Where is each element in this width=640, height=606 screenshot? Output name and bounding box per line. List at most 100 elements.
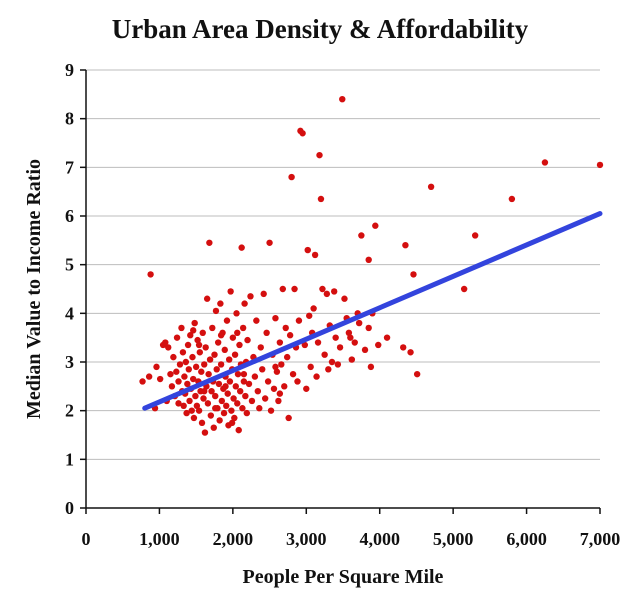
data-point [234, 370, 242, 378]
data-point [323, 290, 331, 298]
data-point [226, 378, 234, 385]
data-point [383, 334, 391, 341]
data-point [186, 397, 193, 405]
data-point [243, 409, 251, 417]
data-point [247, 293, 254, 300]
data-point [181, 373, 188, 380]
data-point [238, 244, 245, 251]
data-point [229, 334, 237, 341]
data-point [212, 405, 219, 412]
data-point [278, 361, 285, 368]
data-point [179, 349, 187, 356]
y-tick-label: 3 [65, 352, 74, 372]
data-point [178, 324, 185, 332]
data-point [162, 339, 169, 346]
data-point [407, 349, 414, 356]
x-tick-label: 3,000 [286, 529, 327, 549]
data-point [211, 351, 218, 358]
data-point [272, 363, 279, 371]
data-point [264, 378, 272, 385]
data-point [240, 370, 248, 378]
data-point [188, 407, 195, 414]
data-point [195, 341, 203, 349]
data-point [261, 395, 269, 402]
data-point [234, 329, 241, 336]
data-point [358, 232, 365, 239]
data-point [245, 380, 253, 388]
data-point [291, 285, 298, 293]
data-point [281, 383, 288, 390]
data-point [182, 358, 190, 366]
data-point [225, 356, 233, 363]
gridlines [86, 69, 600, 460]
data-point [248, 397, 256, 405]
data-point [336, 344, 344, 351]
data-point [272, 315, 279, 322]
data-point [253, 317, 260, 324]
data-point [234, 400, 241, 407]
data-point [239, 405, 246, 412]
data-point [217, 332, 225, 339]
data-point [242, 392, 249, 400]
data-point [183, 409, 190, 417]
data-point [307, 363, 314, 371]
data-point [306, 312, 313, 319]
y-tick-label: 1 [65, 449, 74, 469]
x-tick-label: 5,000 [433, 529, 474, 549]
data-point [145, 373, 153, 380]
data-point [427, 183, 435, 190]
data-point [270, 385, 278, 392]
data-point [220, 409, 228, 417]
data-point [267, 407, 275, 414]
data-point [200, 395, 207, 402]
data-point [198, 368, 205, 375]
data-point [288, 173, 295, 181]
data-point [221, 346, 228, 354]
x-tick-label: 0 [82, 529, 91, 549]
data-point [266, 239, 273, 246]
x-tick-label: 1,000 [139, 529, 180, 549]
data-point [286, 332, 294, 339]
data-point [314, 339, 322, 346]
data-point [410, 271, 417, 278]
data-point [254, 388, 262, 395]
data-point [199, 329, 206, 336]
data-point [230, 395, 237, 402]
data-point [184, 380, 191, 388]
data-point [209, 324, 216, 332]
data-point [227, 288, 234, 295]
data-point [372, 222, 379, 229]
trend-line [142, 211, 603, 411]
data-point [208, 388, 215, 395]
data-point [222, 383, 229, 390]
data-point [285, 414, 292, 422]
data-point [210, 424, 217, 431]
data-point [275, 397, 282, 405]
data-point [207, 412, 215, 419]
x-tick-label: 7,000 [580, 529, 621, 549]
data-point [173, 334, 181, 341]
data-point [214, 339, 222, 346]
data-point [330, 288, 338, 295]
data-point [235, 426, 242, 434]
data-point [190, 375, 197, 383]
data-point [279, 285, 286, 293]
data-point [299, 130, 306, 137]
data-point [236, 341, 243, 349]
y-tick-label: 7 [65, 157, 74, 177]
data-point [192, 363, 200, 371]
data-point [400, 344, 407, 351]
data-point [187, 332, 194, 339]
data-point [282, 324, 289, 332]
data-point [244, 336, 251, 344]
data-point [212, 307, 220, 315]
data-point [332, 334, 339, 341]
data-point [228, 419, 236, 427]
data-point [201, 361, 208, 368]
data-point [231, 414, 238, 422]
data-point [215, 380, 223, 388]
x-axis-label: People Per Square Mile [243, 566, 444, 588]
data-points [139, 96, 604, 436]
data-point [173, 368, 180, 375]
data-point [301, 341, 309, 349]
